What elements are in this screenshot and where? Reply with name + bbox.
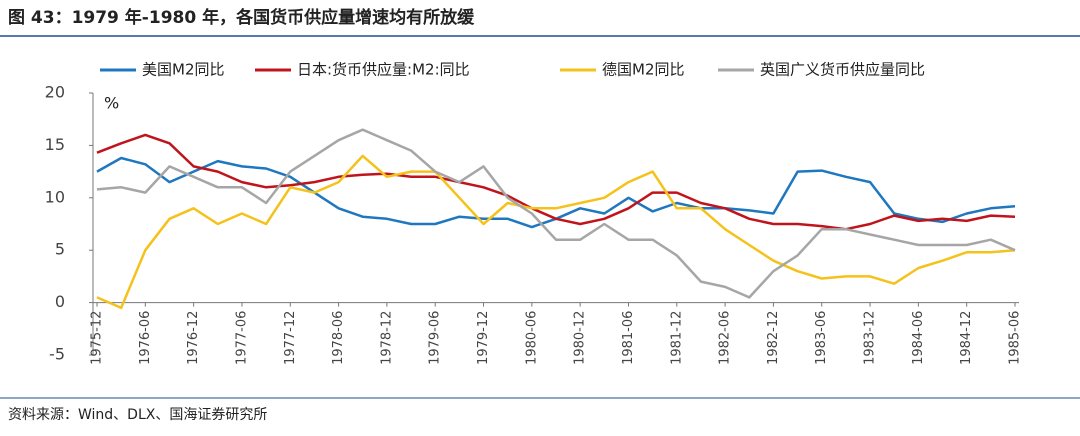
x-tick-label: 1979-12: [476, 311, 491, 365]
y-axis-label: %: [104, 94, 119, 113]
x-tick-label: 1983-12: [863, 311, 878, 365]
x-tick-label: 1981-12: [669, 311, 684, 365]
x-tick-label: 1984-06: [911, 311, 926, 365]
x-tick-label: 1979-06: [428, 311, 443, 365]
legend-label: 德国M2同比: [602, 61, 685, 79]
x-tick-label: 1982-12: [766, 311, 781, 365]
x-tick-label: 1977-12: [283, 311, 298, 365]
y-tick-label: 15: [45, 135, 65, 154]
x-tick-label: 1977-06: [234, 311, 249, 365]
x-tick-label: 1984-12: [959, 311, 974, 365]
y-tick-label: 10: [45, 187, 65, 206]
x-tick-label: 1976-12: [186, 311, 201, 365]
x-tick-label: 1976-06: [138, 311, 153, 365]
y-tick-label: 5: [55, 240, 65, 259]
series-line: [96, 133, 1016, 231]
x-tick-label: 1978-12: [379, 311, 394, 365]
legend-label: 美国M2同比: [142, 61, 225, 79]
y-tick-label: -5: [49, 345, 65, 364]
x-tick-label: 1982-06: [718, 311, 733, 365]
series-line: [96, 128, 1016, 299]
x-tick-label: 1983-06: [814, 311, 829, 365]
x-tick-label: 1981-06: [621, 311, 636, 365]
source: 资料来源：Wind、DLX、国海证券研究所: [8, 407, 267, 423]
legend-label: 英国广义货币供应量同比: [760, 61, 925, 79]
y-tick-label: 0: [55, 292, 65, 311]
series-line: [96, 154, 1016, 310]
x-tick-label: 1975-12: [90, 311, 105, 365]
x-tick-label: 1980-06: [524, 311, 539, 365]
x-tick-label: 1985-06: [1008, 311, 1023, 365]
y-tick-label: 20: [45, 83, 65, 102]
x-tick-label: 1978-06: [331, 311, 346, 365]
chart-title: 图 43：1979 年-1980 年，各国货币供应量增速均有所放缓: [8, 7, 475, 28]
x-tick-label: 1980-12: [573, 311, 588, 365]
legend-label: 日本:货币供应量:M2:同比: [297, 61, 470, 79]
